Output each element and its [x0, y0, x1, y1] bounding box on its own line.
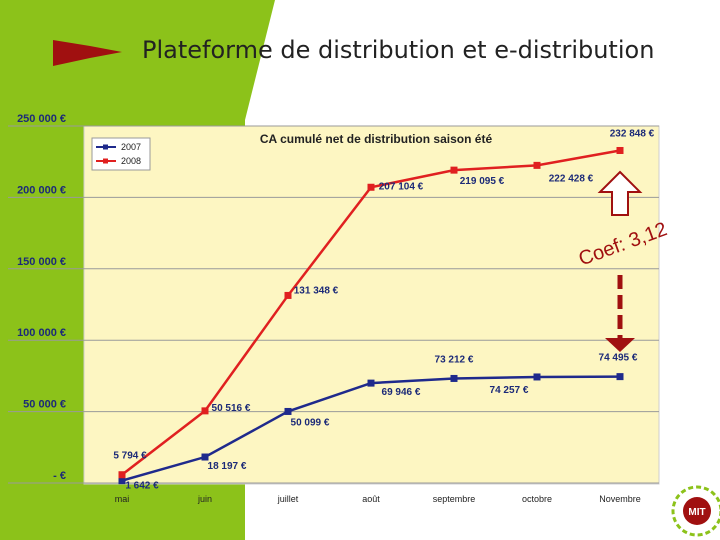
data-label-2007: 74 257 €	[490, 385, 529, 396]
data-label-2007: 1 642 €	[125, 481, 159, 492]
legend-label-2007: 2007	[121, 142, 141, 152]
data-point-2007	[201, 453, 209, 461]
data-point-2008	[118, 471, 126, 479]
data-point-2007	[533, 373, 541, 381]
grid-lines	[8, 125, 659, 484]
legend: 2007 2008	[91, 137, 151, 171]
legend-marker-2007	[103, 144, 108, 150]
data-label-2008: 232 848 €	[610, 128, 655, 139]
x-tick-label: août	[362, 494, 380, 504]
data-point-2008	[616, 146, 624, 154]
data-labels: 1 642 € 18 197 € 50 099 € 69 946 € 73 212 € 7…	[113, 128, 654, 491]
data-point-2008	[450, 166, 458, 174]
data-point-2008	[367, 183, 375, 191]
y-tick-label: 50 000 €	[23, 399, 66, 411]
chart-title: CA cumulé net de distribution saison été	[260, 132, 493, 146]
title-arrow-icon	[53, 40, 122, 66]
y-tick-label: 200 000 €	[17, 184, 66, 196]
data-point-2008	[201, 407, 209, 415]
y-tick-label: 100 000 €	[17, 327, 66, 339]
data-point-2007	[284, 407, 292, 415]
legend-label-2008: 2008	[121, 156, 141, 166]
mit-logo: MIT	[671, 485, 720, 537]
x-axis: mai juin juillet août septembre octobre Novemb…	[115, 494, 641, 504]
y-tick-label: 150 000 €	[17, 256, 66, 268]
data-label-2007: 18 197 €	[208, 461, 247, 472]
x-tick-label: Novembre	[599, 494, 641, 504]
y-tick-label: - €	[53, 470, 66, 482]
data-label-2008: 50 516 €	[212, 403, 251, 414]
data-label-2008: 219 095 €	[460, 176, 505, 187]
data-label-2007: 69 946 €	[382, 387, 421, 398]
data-label-2008: 207 104 €	[379, 181, 424, 192]
x-tick-label: octobre	[522, 494, 552, 504]
data-point-2007	[118, 477, 126, 485]
x-tick-label: juin	[197, 494, 212, 504]
data-label-2007: 74 495 €	[599, 353, 638, 364]
data-label-2008: 5 794 €	[113, 451, 147, 462]
slide-title: Plateforme de distribution et e-distribu…	[142, 36, 655, 64]
data-label-2007: 73 212 €	[435, 354, 474, 365]
x-tick-label: juillet	[277, 494, 299, 504]
y-tick-label: 250 000 €	[17, 113, 66, 125]
data-label-2008: 222 428 €	[549, 173, 594, 184]
logo-text: MIT	[688, 507, 705, 518]
x-tick-label: septembre	[433, 494, 476, 504]
down-arrow-head-icon	[605, 338, 635, 352]
data-point-2007	[616, 373, 624, 381]
up-arrow-icon	[597, 170, 643, 216]
series-group	[118, 146, 624, 485]
data-point-2007	[450, 374, 458, 382]
data-point-2007	[367, 379, 375, 387]
data-point-2008	[284, 291, 292, 299]
data-label-2008: 131 348 €	[294, 285, 339, 296]
x-tick-label: mai	[115, 494, 130, 504]
y-axis: 250 000 € 200 000 € 150 000 € 100 000 € 50 0…	[17, 113, 66, 482]
legend-marker-2008	[103, 158, 108, 164]
data-label-2007: 50 099 €	[291, 417, 330, 428]
data-point-2008	[533, 161, 541, 169]
